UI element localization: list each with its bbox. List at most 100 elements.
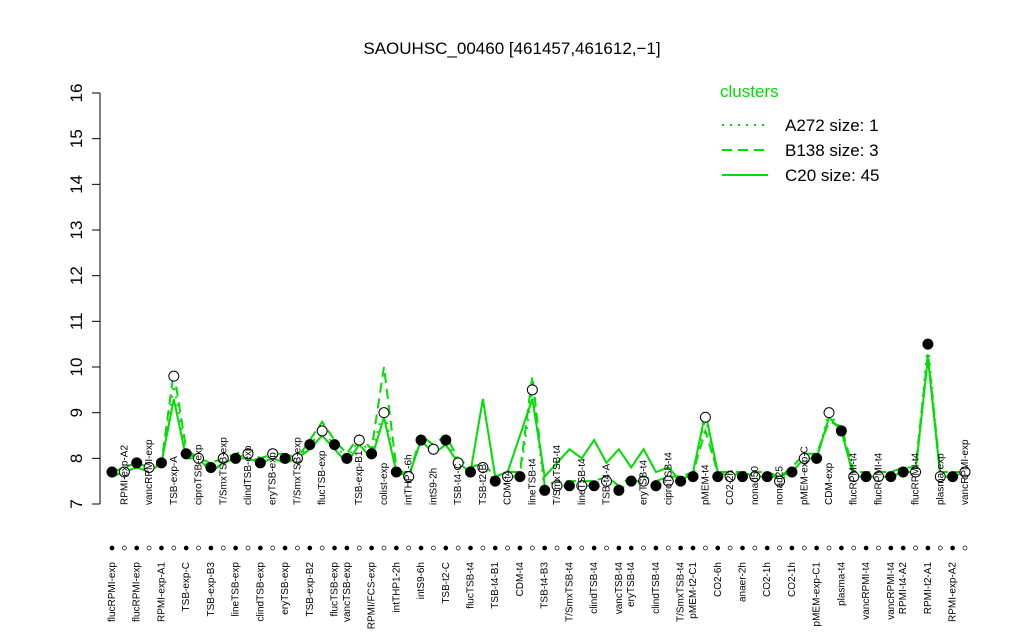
rug-dot	[418, 545, 424, 551]
sample-point	[761, 471, 773, 483]
rug-dot	[307, 545, 313, 551]
x-label: ciproTSB-exp	[194, 444, 205, 505]
x-label: nonad25	[775, 466, 786, 505]
rug-dot	[468, 545, 473, 551]
sample-point	[576, 480, 588, 492]
sample-point	[427, 443, 439, 455]
sample-point	[934, 471, 946, 483]
sample-point	[514, 471, 526, 483]
x-label: clindTSB-t4	[589, 562, 600, 614]
sample-point	[613, 484, 625, 496]
x-label: RPMI-exp-A2	[119, 445, 130, 505]
rug-dot	[925, 545, 931, 551]
sample-point	[304, 439, 316, 451]
rug-dot	[665, 545, 671, 551]
x-label: intTHP1-2h	[391, 562, 402, 613]
sample-point	[403, 471, 415, 483]
rug-dot	[529, 545, 535, 551]
rug-dot	[740, 545, 745, 551]
x-label: pMEM-exp-C	[799, 446, 810, 505]
y-tick-label: 10	[67, 358, 86, 377]
rug-dot	[319, 545, 325, 551]
rug-dot	[888, 545, 894, 551]
sample-point	[823, 407, 835, 419]
sample-point	[267, 448, 279, 460]
rug-dot	[678, 545, 684, 551]
x-label: pMEM-t2-C1	[688, 562, 699, 619]
x-label: CDM-exp	[824, 462, 835, 505]
sample-point	[477, 461, 489, 473]
rug-dot	[567, 545, 572, 551]
rug-dot	[777, 545, 782, 551]
rug-dot	[233, 545, 238, 551]
x-label: CDM-t4	[515, 562, 526, 597]
sample-point	[291, 452, 303, 464]
sample-point	[563, 480, 575, 492]
x-label: CO2-1h	[762, 562, 773, 597]
rug-dot	[950, 545, 955, 551]
x-label: pMEM-exp-C1	[812, 562, 823, 627]
sample-point	[502, 471, 514, 483]
sample-point	[131, 457, 143, 469]
rug-dot	[171, 545, 177, 551]
x-label: flucRPMI-exp	[132, 562, 143, 622]
sample-point	[353, 434, 365, 446]
rug-dot	[109, 545, 115, 551]
rug-dot	[122, 545, 127, 551]
x-label: RPMI-exp-A2	[948, 562, 959, 622]
rug-dot	[814, 545, 820, 551]
x-label: plasma-exp	[935, 453, 946, 505]
y-tick-label: 7	[67, 499, 86, 508]
sample-point	[872, 471, 884, 483]
sample-point	[551, 480, 563, 492]
legend-title: clusters	[720, 82, 779, 101]
rug-dot	[183, 545, 189, 551]
chart-title: SAOUHSC_00460 [461457,461612,−1]	[363, 39, 660, 58]
x-label: clindTSB-exp	[243, 445, 254, 505]
sample-point	[452, 457, 464, 469]
rug-dot	[628, 545, 634, 551]
x-label: ciproTSB-t4	[663, 452, 674, 505]
sample-point	[638, 475, 650, 487]
x-label: pMEM-t4	[700, 464, 711, 505]
rug-dot	[962, 545, 968, 551]
x-label: eryTSB-t4	[639, 460, 650, 505]
sample-point	[848, 471, 860, 483]
x-label: vancRPMI-exp	[960, 439, 971, 505]
sample-point	[959, 466, 971, 478]
sample-point	[118, 466, 130, 478]
x-label: TSB-t4-B1	[490, 562, 501, 609]
sample-point	[440, 434, 452, 446]
x-label: lineTSB-t4	[527, 458, 538, 505]
x-label: T/SmxTSB-exp	[218, 437, 229, 505]
x-label: TSB-t4-C	[453, 463, 464, 505]
y-tick-label: 14	[67, 175, 86, 194]
rug-dot	[455, 545, 461, 551]
sample-point	[341, 452, 353, 464]
rug-dot	[381, 545, 387, 551]
sample-point	[415, 434, 427, 446]
sample-point	[180, 448, 192, 460]
x-label: flucTSB-exp	[330, 562, 341, 617]
rug-dot	[134, 545, 140, 551]
sample-point	[897, 466, 909, 478]
sample-point	[910, 466, 922, 478]
sample-point	[526, 384, 538, 396]
rug-dot	[393, 545, 399, 551]
series-line	[112, 344, 966, 492]
sample-point	[254, 457, 266, 469]
sample-point	[193, 452, 205, 464]
rug-dot	[369, 545, 374, 551]
rug-dot	[579, 545, 585, 551]
sample-point	[230, 452, 242, 464]
x-label: clindTSB-t4	[651, 562, 662, 614]
x-label: RPMI-t2-A1	[923, 562, 934, 615]
rug-dot	[789, 545, 795, 551]
rug-dot	[554, 545, 560, 551]
x-label: T/SmxTSB-t4	[552, 445, 563, 505]
legend-label: B138 size: 3	[785, 141, 879, 160]
rug-dot	[913, 545, 918, 551]
sample-point	[774, 475, 786, 487]
x-label: CDM-t4	[503, 470, 514, 505]
rug-dot	[196, 545, 201, 551]
